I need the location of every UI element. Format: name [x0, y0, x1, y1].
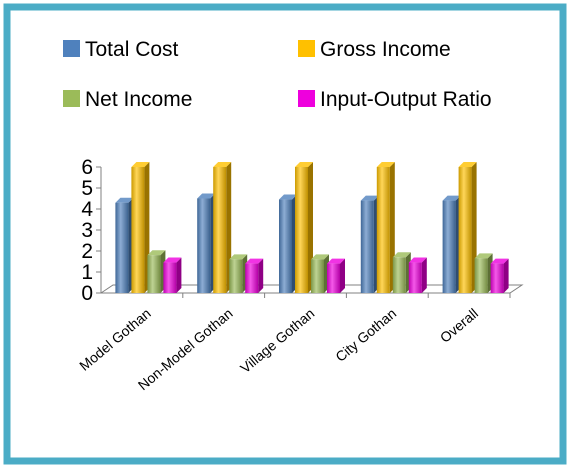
bar — [360, 200, 374, 293]
y-tick-label: 2 — [81, 240, 93, 263]
y-tick-label: 4 — [81, 198, 93, 221]
bar-top — [376, 162, 395, 167]
bar-top — [229, 254, 248, 260]
bar-top — [327, 258, 345, 264]
bar — [213, 167, 227, 293]
bar-top — [245, 258, 264, 264]
bar — [376, 167, 390, 293]
bar — [197, 198, 211, 293]
bar-top — [442, 195, 461, 201]
bar-side — [340, 258, 345, 293]
bar — [311, 259, 324, 293]
bar-top — [213, 162, 232, 167]
bar-side — [503, 258, 509, 293]
legend-label: Input-Output Ratio — [320, 88, 492, 111]
y-tick-label: 5 — [81, 177, 93, 200]
bar-top — [311, 254, 329, 260]
bar — [229, 259, 243, 293]
y-tick-label: 3 — [81, 219, 93, 242]
bar — [327, 263, 340, 293]
bar-top — [131, 162, 150, 167]
bar — [458, 167, 472, 293]
bar-side — [421, 257, 427, 293]
legend-label: Gross Income — [320, 38, 451, 61]
bar-top — [490, 258, 509, 264]
bar-top — [197, 193, 216, 199]
legend-swatch — [298, 40, 315, 57]
bar — [115, 202, 129, 293]
bar-top — [458, 162, 477, 167]
bar-side — [176, 257, 182, 293]
legend-swatch — [298, 90, 315, 107]
bar — [279, 199, 292, 293]
bar — [408, 262, 422, 293]
bar — [490, 263, 504, 293]
bar-top — [392, 252, 411, 258]
bar-top — [115, 197, 134, 203]
bar — [131, 167, 145, 293]
bar — [474, 258, 488, 293]
bar — [295, 167, 308, 293]
bar-top — [295, 162, 313, 167]
bar-top — [163, 257, 182, 263]
bar-side — [258, 258, 264, 293]
legend-label: Total Cost — [85, 38, 179, 61]
y-tick-label: 0 — [81, 282, 93, 305]
legend-swatch — [63, 90, 80, 107]
bar — [163, 262, 177, 293]
bar-top — [360, 195, 379, 201]
bar-top — [147, 250, 166, 256]
legend-label: Net Income — [85, 88, 192, 111]
bar-top — [474, 253, 493, 259]
y-tick-label: 1 — [81, 261, 93, 284]
bar — [392, 257, 406, 293]
bar — [442, 200, 456, 293]
bar-top — [408, 257, 427, 263]
y-tick-label: 6 — [81, 156, 93, 179]
bar — [147, 255, 161, 293]
bar — [245, 263, 259, 293]
bar-top — [279, 194, 297, 200]
legend-swatch — [63, 40, 80, 57]
